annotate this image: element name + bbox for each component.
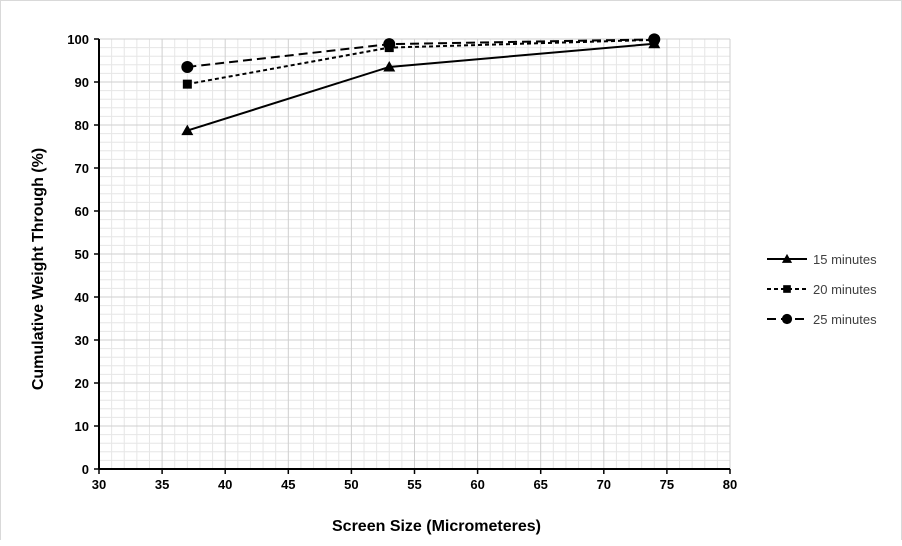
series-2 [181,33,661,73]
x-tick-label: 40 [218,477,232,492]
x-tick-label: 30 [92,477,106,492]
legend-label: 25 minutes [813,312,877,327]
y-tick-label: 90 [75,75,89,90]
legend-label: 20 minutes [813,282,877,297]
legend-entry: 15 minutes [767,252,877,267]
legend-entry: 25 minutes [767,312,877,327]
y-tick-label: 0 [82,462,89,477]
series-1 [182,35,659,89]
tick-labels: 30 35 40 45 50 55 60 65 70 75 80 0 10 20 30 40 50 60 70 80 9… [67,32,737,492]
series-marker [648,33,661,46]
x-tick-label: 65 [533,477,547,492]
series-marker [182,79,192,89]
legend-marker [781,253,793,263]
legend-entry: 20 minutes [767,282,877,297]
legend-label: 15 minutes [813,252,877,267]
series-line [187,42,655,132]
x-tick-label: 70 [597,477,611,492]
x-tick-label: 55 [407,477,421,492]
legend-marker [781,313,793,325]
axes [94,38,731,474]
series [181,33,661,136]
series-0 [181,37,661,136]
legend: 15 minutes 20 minutes 25 minutes [767,252,877,327]
grid [98,38,731,470]
y-tick-label: 10 [75,419,89,434]
y-tick-label: 20 [75,376,89,391]
legend-marker [783,285,791,293]
x-axis-title: Screen Size (Micrometeres) [332,518,541,535]
series-marker [181,60,194,73]
series-marker [181,124,194,136]
x-tick-label: 75 [660,477,674,492]
y-tick-label: 80 [75,118,89,133]
series-line [187,38,655,68]
y-tick-label: 40 [75,290,89,305]
series-marker [383,60,396,72]
x-tick-label: 45 [281,477,295,492]
x-tick-label: 50 [344,477,358,492]
series-marker [383,38,396,51]
y-axis-title: Cumulative Weight Through (%) [30,148,47,390]
y-tick-label: 50 [75,247,89,262]
y-tick-label: 30 [75,333,89,348]
y-tick-label: 60 [75,204,89,219]
y-tick-label: 70 [75,161,89,176]
series-line [187,38,655,86]
x-tick-label: 60 [470,477,484,492]
y-tick-label: 100 [67,32,89,47]
x-tick-label: 35 [155,477,169,492]
x-tick-label: 80 [723,477,737,492]
